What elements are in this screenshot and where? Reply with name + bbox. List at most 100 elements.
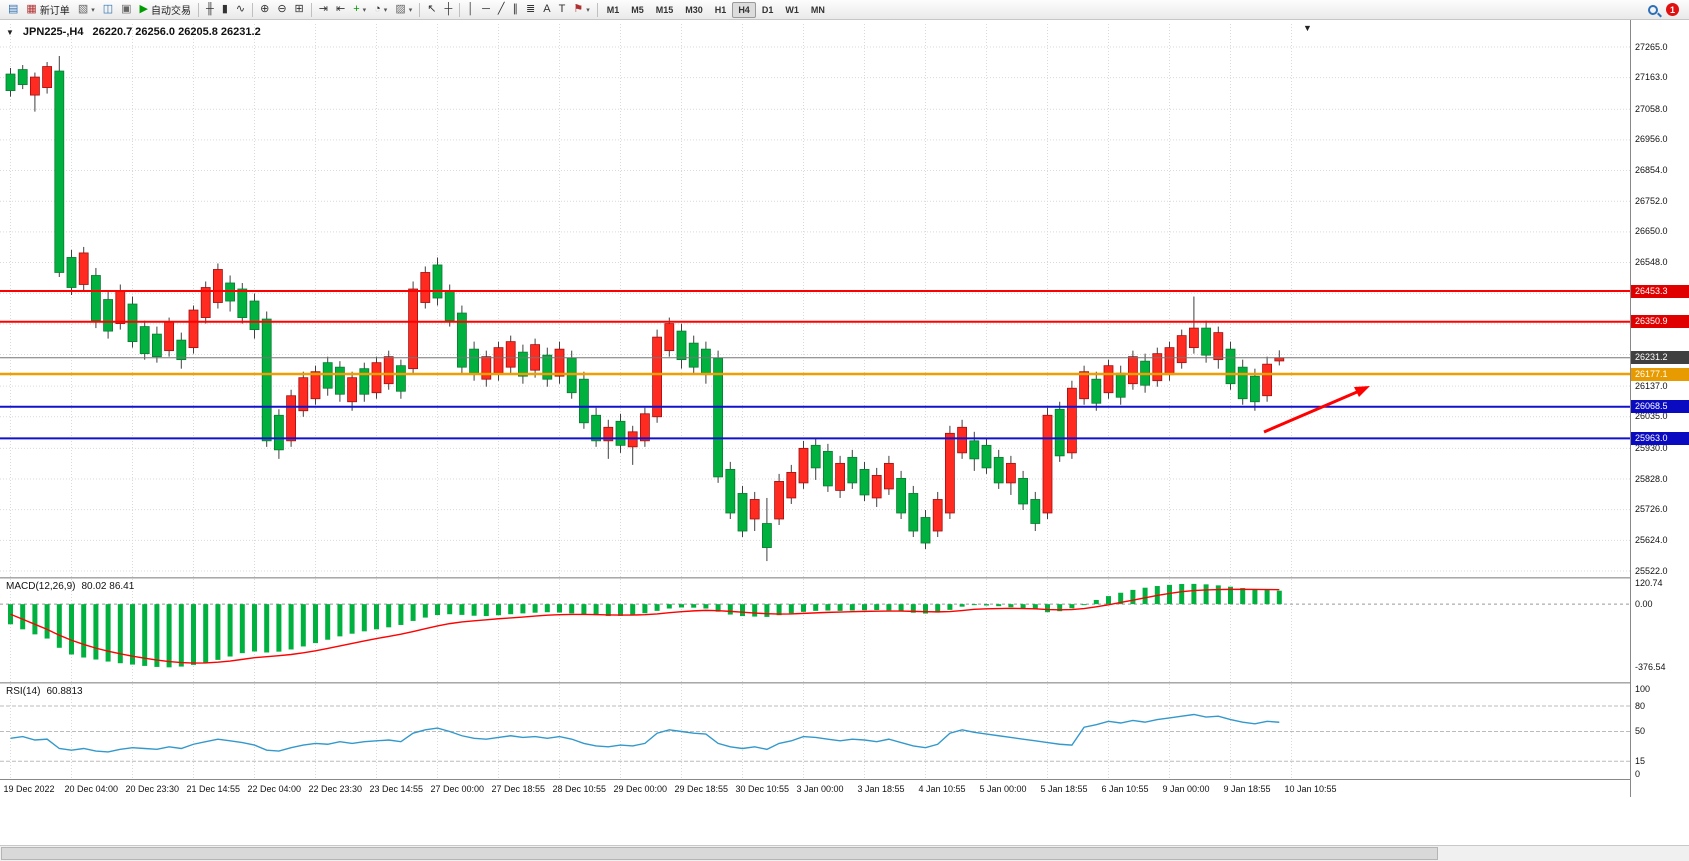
- zoom-out-icon[interactable]: ⊖: [273, 1, 290, 19]
- price-shift-marker-icon[interactable]: ▼: [1303, 23, 1312, 33]
- time-axis-label: 29 Dec 00:00: [613, 784, 668, 794]
- macd-panel[interactable]: [0, 579, 1630, 682]
- strategy-tester-icon-glyph: ◫: [102, 3, 114, 15]
- new-chart-icon[interactable]: ▤: [4, 1, 22, 19]
- toolbar-separator: [419, 2, 421, 17]
- horizontal-scrollbar[interactable]: [0, 845, 1689, 861]
- trendline-icon[interactable]: ╱: [494, 1, 509, 19]
- timeframe-h1-button[interactable]: H1: [714, 4, 727, 15]
- time-axis-label: 20 Dec 04:00: [64, 784, 119, 794]
- zoom-in-icon-glyph: ⊕: [260, 3, 270, 15]
- toolbar-right: 1: [1648, 3, 1685, 16]
- price-axis-label: 26752.0: [1635, 195, 1668, 206]
- vertical-line-icon[interactable]: │: [463, 1, 478, 19]
- arrows-objects-icon[interactable]: ⚑ ▾: [569, 1, 593, 19]
- line-chart-icon[interactable]: ∿: [232, 1, 249, 19]
- price-axis-label: 26035.0: [1635, 411, 1668, 422]
- text-icon[interactable]: A: [539, 1, 554, 19]
- periods-icon-glyph: ◔: [374, 3, 381, 15]
- horizontal-line-icon[interactable]: ─: [478, 1, 494, 19]
- templates-icon-glyph: ▨: [395, 3, 406, 15]
- macd-label: MACD(12,26,9): [6, 581, 76, 592]
- time-axis-label: 9 Jan 00:00: [1162, 784, 1210, 794]
- time-axis-label: 29 Dec 18:55: [674, 784, 729, 794]
- terminal-icon[interactable]: ▣: [117, 1, 135, 19]
- fibonacci-icon[interactable]: ≣: [522, 1, 539, 19]
- indicators-icon[interactable]: + ▾: [349, 1, 370, 19]
- time-axis-label: 23 Dec 14:55: [369, 784, 424, 794]
- price-badge: 26350.9: [1631, 315, 1689, 329]
- terminal-icon-glyph: ▣: [121, 3, 132, 15]
- symbol-period-label: JPN225-,H4: [22, 26, 84, 38]
- chart-shift-icon[interactable]: ⇤: [332, 1, 349, 19]
- time-axis-label: 21 Dec 14:55: [186, 784, 241, 794]
- toolbar-separator: [596, 2, 598, 17]
- price-axis-label: 25624.0: [1635, 534, 1668, 545]
- arrows-objects-icon-glyph: ⚑: [573, 3, 584, 15]
- auto-trading-glyph: ▶: [139, 3, 149, 15]
- rsi-panel-splitter[interactable]: [0, 682, 1689, 684]
- scrollbar-thumb[interactable]: [1, 847, 1438, 860]
- chart-profiles-icon-glyph: ▧: [77, 3, 89, 15]
- auto-trading-button[interactable]: ▶ 自动交易: [136, 1, 195, 19]
- cursor-icon[interactable]: ↖: [423, 1, 440, 19]
- rsi-axis-label: 80: [1635, 700, 1646, 711]
- arrow-annotation[interactable]: [1263, 386, 1370, 434]
- equidistant-channel-icon[interactable]: ∥: [509, 1, 523, 19]
- dropdown-caret-icon: ▾: [383, 6, 388, 14]
- price-axis-label: 26854.0: [1635, 165, 1668, 176]
- main-chart[interactable]: [0, 20, 1630, 577]
- dropdown-caret-icon: ▾: [91, 6, 95, 14]
- strategy-tester-icon[interactable]: ◫: [99, 1, 117, 19]
- rsi-axis-label: 50: [1635, 726, 1646, 736]
- price-axis-label: 26137.0: [1635, 380, 1668, 391]
- toolbar-separator: [198, 2, 200, 17]
- price-axis: 27265.0 27163.0 27058.0 26956.0 26854.0 26752…: [1630, 20, 1689, 797]
- toolbar-separator: [310, 2, 312, 17]
- price-axis-label: 27058.0: [1635, 103, 1668, 114]
- text-label-icon[interactable]: T: [555, 1, 570, 19]
- time-axis-label: 5 Jan 18:55: [1040, 784, 1088, 794]
- zoom-in-icon[interactable]: ⊕: [256, 1, 273, 19]
- time-axis: 19 Dec 2022 20 Dec 04:00 20 Dec 23:30 21 De…: [0, 779, 1689, 797]
- price-badge: 26177.1: [1631, 367, 1689, 381]
- chart-profiles-icon[interactable]: ▧ ▾: [74, 1, 99, 19]
- rsi-axis-label: 100: [1635, 683, 1651, 694]
- new-order-glyph: ▦: [26, 3, 37, 15]
- time-axis-label: 5 Jan 00:00: [979, 784, 1027, 794]
- timeframe-w1-button[interactable]: W1: [785, 4, 799, 15]
- notification-badge[interactable]: 1: [1666, 3, 1679, 16]
- macd-panel-splitter[interactable]: [0, 577, 1689, 579]
- time-axis-label: 10 Jan 10:55: [1284, 784, 1337, 794]
- fibonacci-icon-glyph: ≣: [526, 3, 536, 15]
- timeframe-m30-button[interactable]: M30: [685, 4, 703, 15]
- search-icon[interactable]: [1648, 4, 1658, 15]
- timeframe-d1-button[interactable]: D1: [761, 4, 774, 15]
- tile-windows-icon[interactable]: ⊞: [291, 1, 308, 19]
- price-axis-label: 25828.0: [1635, 473, 1668, 484]
- timeframe-m15-button[interactable]: M15: [655, 4, 674, 15]
- new-order-button[interactable]: ▦ 新订单: [22, 1, 73, 19]
- toolbar-separator: [459, 2, 461, 17]
- price-axis-label: 25930.0: [1635, 442, 1668, 453]
- macd-axis-label: 120.74: [1635, 578, 1663, 589]
- timeframe-mn-button[interactable]: MN: [810, 4, 825, 15]
- timeframe-h4-button[interactable]: H4: [732, 1, 756, 18]
- periods-icon[interactable]: ◔ ▾: [370, 1, 391, 19]
- rsi-panel[interactable]: [0, 684, 1630, 779]
- toolbar-buttons: ▤ ▦ 新订单 ▧ ▾ ◫ ▣ ▶ 自动交易 ╫ ▮ ∿ ⊕ ⊖ ⊞ ⇥ ⇤ + ▾ ◔ ▾ ▨ ▾ ↖ ┼ │ ─ ╱ ∥ ≣ A T ⚑ ▾ M…: [4, 0, 831, 19]
- timeframe-m5-button[interactable]: M5: [631, 4, 644, 15]
- bar-chart-icon[interactable]: ╫: [202, 1, 218, 19]
- price-axis-label: 26956.0: [1635, 134, 1668, 145]
- time-axis-label: 3 Jan 18:55: [857, 784, 905, 794]
- macd-axis-label: -376.54: [1635, 661, 1666, 672]
- timeframe-m1-button[interactable]: M1: [606, 4, 620, 15]
- price-badge: 26231.2: [1631, 351, 1689, 365]
- auto-scroll-icon[interactable]: ⇥: [315, 1, 332, 19]
- collapse-ohlc-icon[interactable]: ▼: [6, 27, 14, 37]
- candlestick-chart-icon[interactable]: ▮: [218, 1, 232, 19]
- crosshair-icon[interactable]: ┼: [440, 1, 456, 19]
- auto-trading-button-label: 自动交易: [151, 6, 192, 17]
- templates-icon[interactable]: ▨ ▾: [391, 1, 416, 19]
